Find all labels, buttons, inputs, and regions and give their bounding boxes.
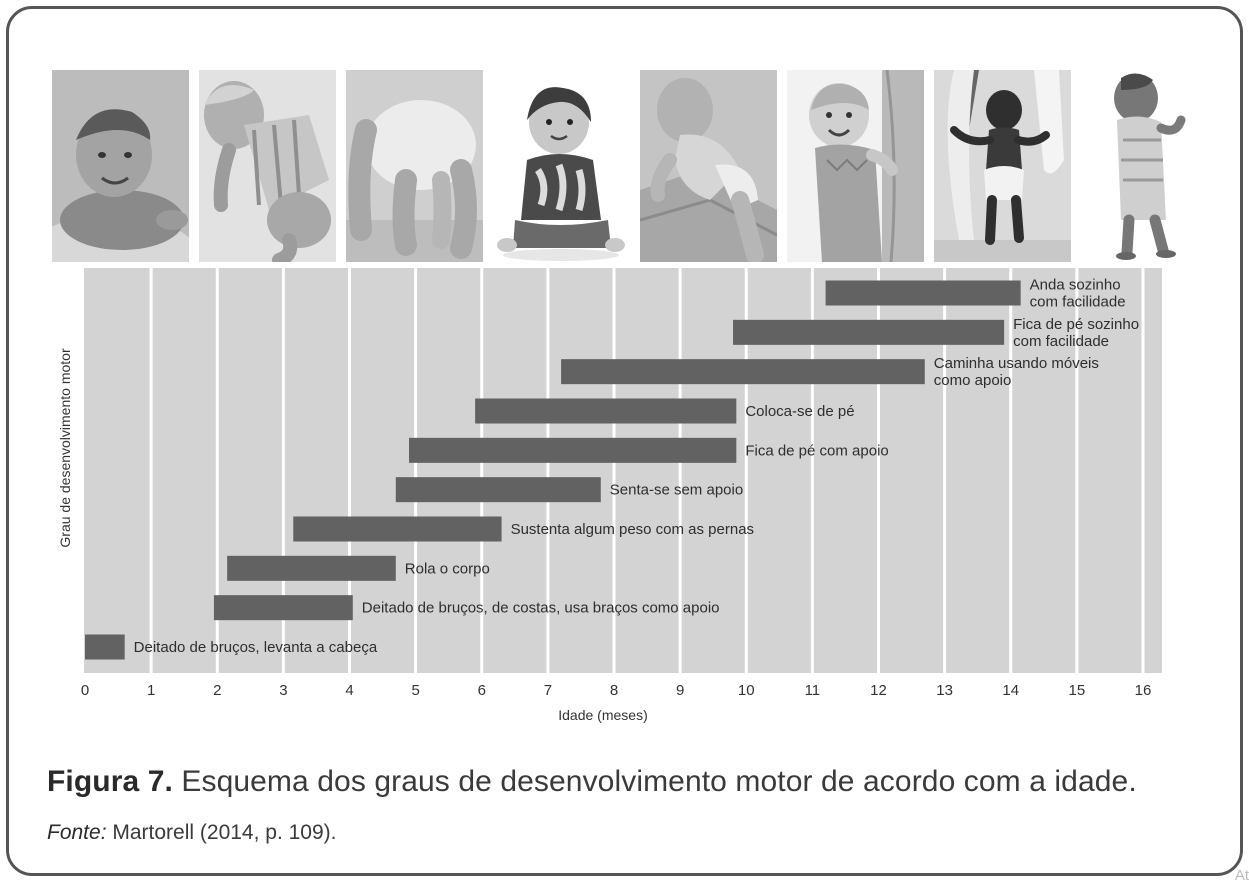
baby-sitting-photo: [493, 70, 630, 262]
bar-label-line: como apoio: [934, 372, 1012, 389]
y-axis-label: Grau de desenvolvimento motor: [57, 348, 73, 548]
bar-label: Deitado de bruços, de costas, usa braços…: [362, 600, 720, 617]
x-tick-label: 16: [1135, 682, 1152, 699]
range-bar: [475, 398, 737, 424]
bar-label: Fica de pé sozinho com facilidade: [1013, 316, 1139, 350]
x-tick-label: 10: [738, 682, 755, 699]
bar-label-line: Senta-se sem apoio: [610, 482, 743, 499]
source-text: Martorell (2014, p. 109).: [106, 821, 337, 844]
bar-label-line: Deitado de bruços, de costas, usa braços…: [362, 600, 720, 617]
bar-label-line: Fica de pé sozinho: [1013, 316, 1139, 333]
baby-standing-with-support-photo: [787, 70, 924, 262]
range-bar: [395, 477, 601, 503]
baby-pulling-up-on-stairs-photo: [640, 70, 777, 262]
figure-caption: Figura 7. Esquema dos graus de desenvolv…: [47, 765, 1137, 799]
bar-label: Caminha usando móveis como apoio: [934, 355, 1099, 389]
baby-crawling-photo: [346, 70, 483, 262]
baby-rolling-photo: [199, 70, 336, 262]
caption-label: Figura 7.: [47, 765, 173, 798]
x-tick-label: 13: [936, 682, 953, 699]
bar-label: Senta-se sem apoio: [610, 482, 743, 499]
x-tick-label: 0: [81, 682, 89, 699]
range-bar: [561, 359, 925, 385]
bar-label-line: Caminha usando móveis: [934, 355, 1099, 372]
grid-lines: [149, 268, 1145, 673]
bar-label-line: com facilidade: [1013, 333, 1109, 350]
bar-label-line: com facilidade: [1030, 294, 1126, 311]
range-bar: [85, 634, 125, 660]
bar-label-line: Anda sozinho: [1030, 277, 1121, 294]
x-tick-label: 9: [676, 682, 684, 699]
bars-group: Deitado de bruços, levanta a cabeça Deita…: [85, 277, 1139, 660]
baby-lifting-head-photo: [52, 70, 189, 262]
x-tick-label: 1: [147, 682, 155, 699]
baby-walking-alone-photo: [1081, 70, 1198, 262]
x-tick-label: 8: [610, 682, 618, 699]
x-tick-label: 2: [213, 682, 221, 699]
bar-label: Sustenta algum peso com as pernas: [511, 521, 754, 538]
figure-source: Fonte: Martorell (2014, p. 109).: [47, 821, 337, 845]
x-tick-label: 15: [1069, 682, 1086, 699]
bar-label: Fica de pé com apoio: [745, 442, 888, 459]
range-bar: [733, 319, 1005, 345]
caption-text: Esquema dos graus de desenvolvimento mot…: [172, 765, 1137, 798]
x-tick-label: 14: [1002, 682, 1019, 699]
bar-label: Rola o corpo: [405, 560, 490, 577]
x-tick-label: 12: [870, 682, 887, 699]
range-bar: [409, 437, 737, 463]
bar-label-line: Rola o corpo: [405, 560, 490, 577]
x-tick-label: 3: [279, 682, 287, 699]
x-tick-label: 6: [478, 682, 486, 699]
x-tick-label: 11: [805, 682, 821, 699]
bar-label-line: Coloca-se de pé: [745, 403, 854, 420]
bar-label-line: Deitado de bruços, levanta a cabeça: [134, 639, 378, 656]
range-bar: [825, 280, 1021, 306]
x-tick-label: 4: [345, 682, 353, 699]
x-axis-label: Idade (meses): [558, 707, 647, 723]
corner-text: At: [1234, 867, 1249, 884]
baby-walking-holding-hands-photo: [934, 70, 1071, 262]
range-bar: [293, 516, 502, 542]
bar-label: Coloca-se de pé: [745, 403, 854, 420]
x-tick-label: 7: [544, 682, 552, 699]
range-bar: [213, 595, 353, 621]
x-tick-labels: 0 1 2 3 4 5 6 7 8 9 10 11 12 13 14 15 16: [81, 682, 1152, 699]
bar-label-line: Sustenta algum peso com as pernas: [511, 521, 754, 538]
x-tick-label: 5: [411, 682, 419, 699]
bar-label-line: Fica de pé com apoio: [745, 442, 888, 459]
source-label: Fonte:: [47, 821, 107, 844]
photo-strip: [52, 70, 1198, 262]
bar-label: Deitado de bruços, levanta a cabeça: [134, 639, 378, 656]
range-bar: [227, 555, 396, 581]
bar-label: Anda sozinho com facilidade: [1030, 277, 1126, 311]
